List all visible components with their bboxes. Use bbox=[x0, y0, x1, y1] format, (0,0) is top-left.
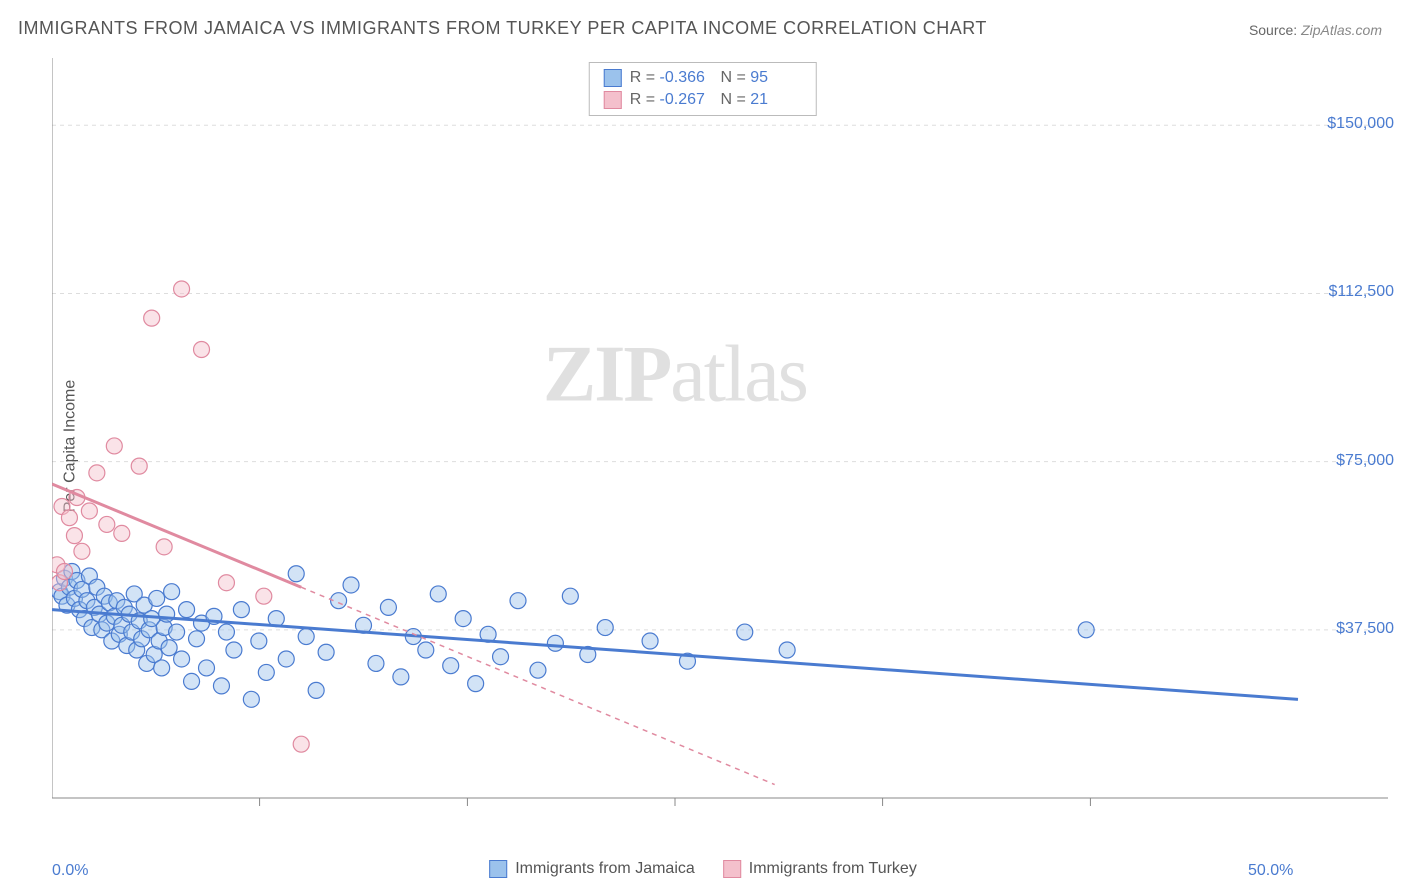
legend-item-jamaica: Immigrants from Jamaica bbox=[489, 860, 695, 878]
n-value-turkey: 21 bbox=[750, 91, 802, 109]
stat-text-jamaica: R = -0.366 N = 95 bbox=[630, 69, 802, 87]
stat-row-jamaica: R = -0.366 N = 95 bbox=[604, 67, 802, 89]
legend-item-turkey: Immigrants from Turkey bbox=[723, 860, 917, 878]
plot-area bbox=[52, 58, 1388, 830]
y-tick-label: $75,000 bbox=[1336, 452, 1394, 470]
chart-source: Source: ZipAtlas.com bbox=[1249, 22, 1382, 38]
chart-container: IMMIGRANTS FROM JAMAICA VS IMMIGRANTS FR… bbox=[0, 0, 1406, 892]
y-tick-label: $150,000 bbox=[1327, 115, 1394, 133]
series-legend: Immigrants from Jamaica Immigrants from … bbox=[489, 860, 917, 878]
chart-svg bbox=[52, 58, 1388, 830]
x-tick-label: 0.0% bbox=[52, 862, 88, 880]
legend-swatch-jamaica bbox=[489, 860, 507, 878]
stat-text-turkey: R = -0.267 N = 21 bbox=[630, 91, 802, 109]
stat-legend: R = -0.366 N = 95 R = -0.267 N = 21 bbox=[589, 62, 817, 116]
chart-title: IMMIGRANTS FROM JAMAICA VS IMMIGRANTS FR… bbox=[18, 18, 987, 39]
source-label: Source: bbox=[1249, 22, 1297, 38]
legend-label-turkey: Immigrants from Turkey bbox=[749, 860, 917, 878]
n-value-jamaica: 95 bbox=[750, 69, 802, 87]
x-tick-label: 50.0% bbox=[1248, 862, 1293, 880]
swatch-turkey bbox=[604, 91, 622, 109]
r-value-turkey: -0.267 bbox=[660, 91, 712, 109]
swatch-jamaica bbox=[604, 69, 622, 87]
legend-swatch-turkey bbox=[723, 860, 741, 878]
y-tick-label: $37,500 bbox=[1336, 620, 1394, 638]
r-value-jamaica: -0.366 bbox=[660, 69, 712, 87]
stat-row-turkey: R = -0.267 N = 21 bbox=[604, 89, 802, 111]
legend-label-jamaica: Immigrants from Jamaica bbox=[515, 860, 695, 878]
source-value: ZipAtlas.com bbox=[1301, 22, 1382, 38]
y-tick-label: $112,500 bbox=[1328, 283, 1394, 301]
